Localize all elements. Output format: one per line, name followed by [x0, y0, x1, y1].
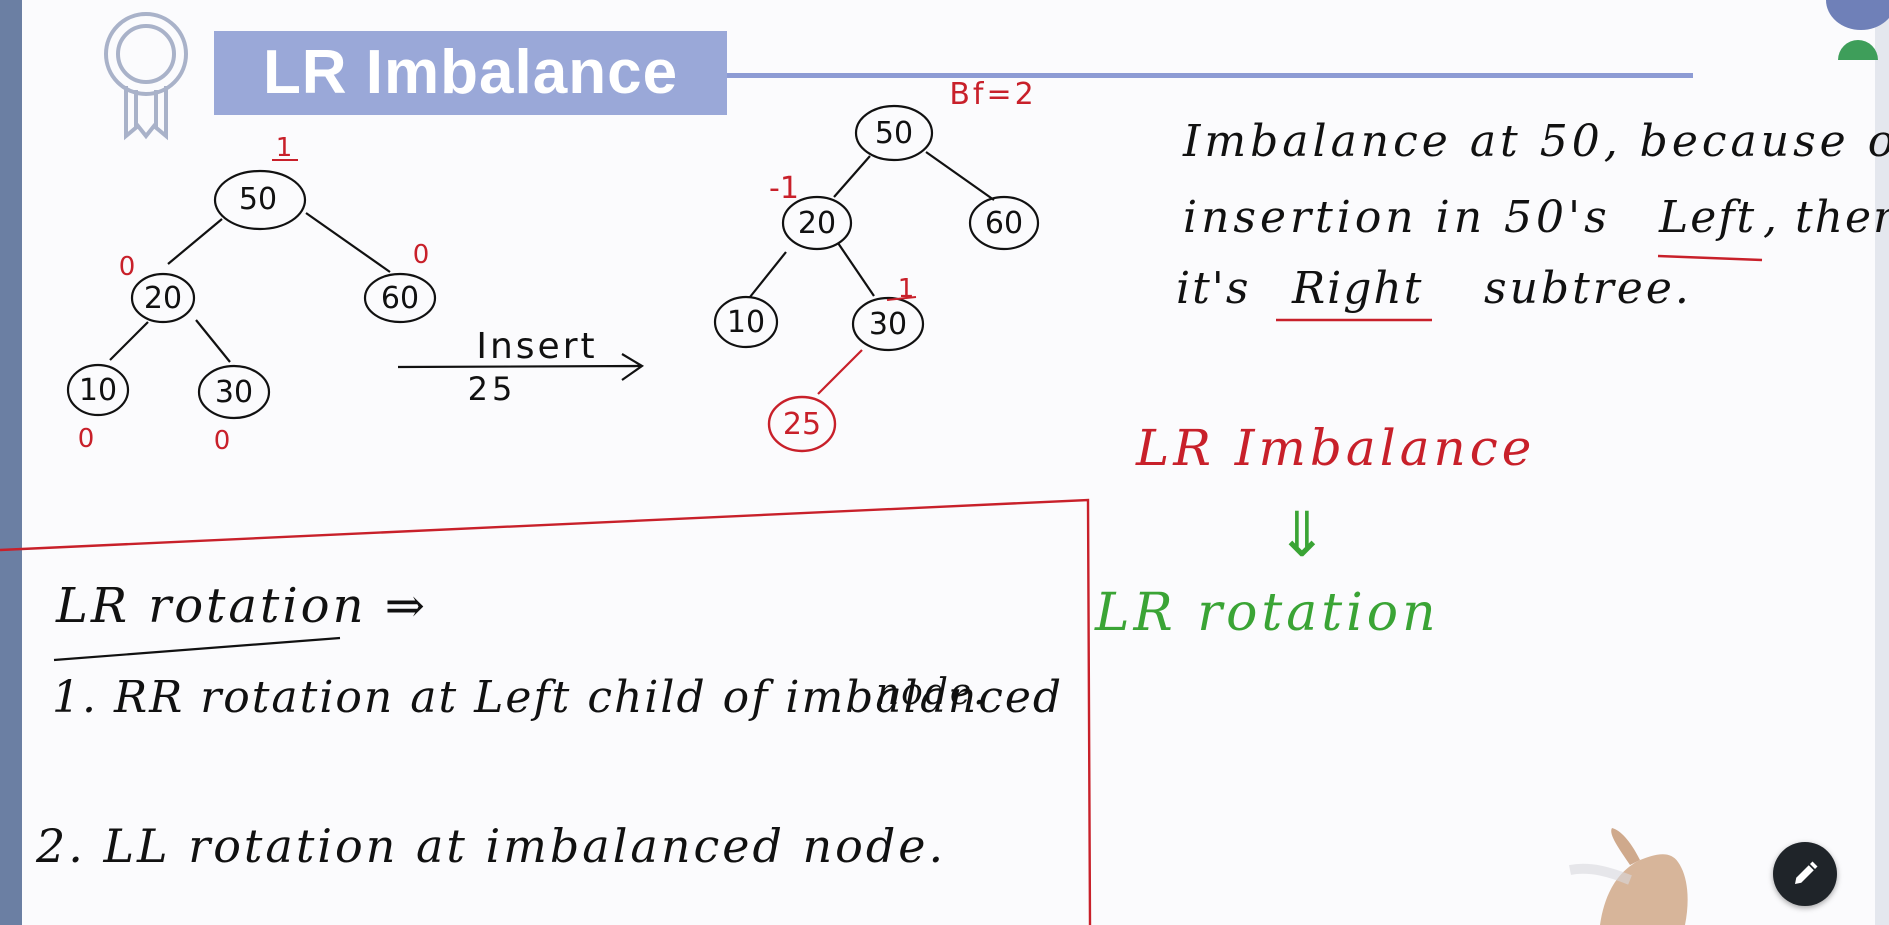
explanation-line-2b: Left: [1658, 192, 1756, 243]
node-30-label: 30: [215, 375, 253, 410]
after-node-10: [713, 295, 779, 349]
edge-20-10: [109, 321, 149, 361]
edge-after-50-20: [833, 155, 871, 198]
node-20-label: 20: [144, 281, 182, 316]
node-60-label: 60: [381, 281, 419, 316]
box-step-2: 2. LL rotation at imbalanced node.: [35, 819, 946, 873]
whiteboard: [22, 0, 1875, 925]
title-banner: LR Imbalance: [214, 31, 727, 115]
box-heading: LR rotation ⇒: [55, 578, 428, 634]
node-60-balance: 0: [413, 240, 430, 270]
result-imbalance: LR Imbalance: [1135, 419, 1535, 477]
after-node-20-label: 20: [798, 206, 836, 241]
node-10-balance: 0: [78, 424, 95, 454]
after-node-30-balance: 1: [898, 274, 915, 304]
pencil-icon: [1795, 861, 1818, 884]
after-node-60-label: 60: [985, 206, 1023, 241]
explanation-line-2c: , then: [1763, 192, 1889, 243]
insert-value: 25: [468, 370, 517, 408]
insert-arrow: Insert 25: [397, 326, 645, 408]
underline-left: [1657, 254, 1763, 262]
title-underline: [727, 73, 1693, 78]
edge-after-30-25: [817, 349, 863, 395]
edge-50-60: [305, 212, 391, 273]
result-rotation: LR rotation: [1094, 583, 1440, 643]
edge-after-50-60: [925, 151, 995, 201]
node-30-balance: 0: [214, 426, 231, 456]
node-50-label: 50: [239, 182, 277, 217]
node-50-balance: 1: [276, 133, 293, 163]
explanation-line-3c: subtree.: [1484, 263, 1692, 314]
rotation-box-border: [0, 498, 1092, 925]
after-node-50-label: 50: [875, 116, 913, 151]
node-20: [130, 272, 196, 324]
node-60: [363, 272, 437, 324]
after-node-30: [851, 296, 925, 352]
node-10: [66, 363, 130, 417]
tree-after: [713, 104, 1040, 352]
tree-before: [66, 169, 437, 420]
left-frame: [0, 0, 22, 925]
explanation-line-3a: it's: [1176, 263, 1250, 314]
page-title: LR Imbalance: [262, 38, 679, 107]
edge-50-20: [167, 218, 223, 265]
rotation-box: LR rotation ⇒ 1. RR rotation at Left chi…: [35, 578, 1063, 873]
status-indicator: [1838, 40, 1878, 60]
edit-button[interactable]: [1773, 842, 1837, 906]
after-node-25: [767, 395, 837, 453]
after-node-10-label: 10: [727, 305, 765, 340]
award-ribbon-icon: [104, 12, 188, 141]
after-node-50: [854, 104, 934, 162]
after-node-20: [781, 195, 853, 251]
node-30: [197, 364, 271, 420]
edge-after-20-10: [749, 251, 787, 298]
down-arrow-icon: ⇓: [1276, 498, 1328, 571]
after-node-60: [968, 195, 1040, 251]
explanation-line-1: Imbalance at 50, because of: [1182, 116, 1889, 167]
node-50: [213, 169, 307, 231]
node-10-label: 10: [79, 373, 117, 408]
after-node-25-label: 25: [783, 407, 821, 442]
box-step-1-cont: node.: [876, 672, 987, 713]
insert-label: Insert: [476, 326, 597, 367]
explanation-line-2a: insertion in 50's: [1183, 192, 1611, 243]
after-node-50-balance: Bf=2: [949, 77, 1036, 112]
heading-underline: [53, 636, 341, 662]
explanation-line-3b: Right: [1291, 263, 1423, 314]
box-step-1: 1. RR rotation at Left child of imbalanc…: [52, 672, 1063, 723]
edge-after-20-30: [837, 242, 875, 297]
after-node-30-label: 30: [869, 307, 907, 342]
right-frame: [1875, 0, 1889, 925]
node-20-balance: 0: [119, 252, 136, 282]
explanation: Imbalance at 50, because of insertion in…: [1176, 116, 1889, 314]
after-node-20-balance: -1: [769, 171, 799, 206]
presenter-hand: [1569, 828, 1688, 925]
edge-20-30: [195, 319, 231, 363]
